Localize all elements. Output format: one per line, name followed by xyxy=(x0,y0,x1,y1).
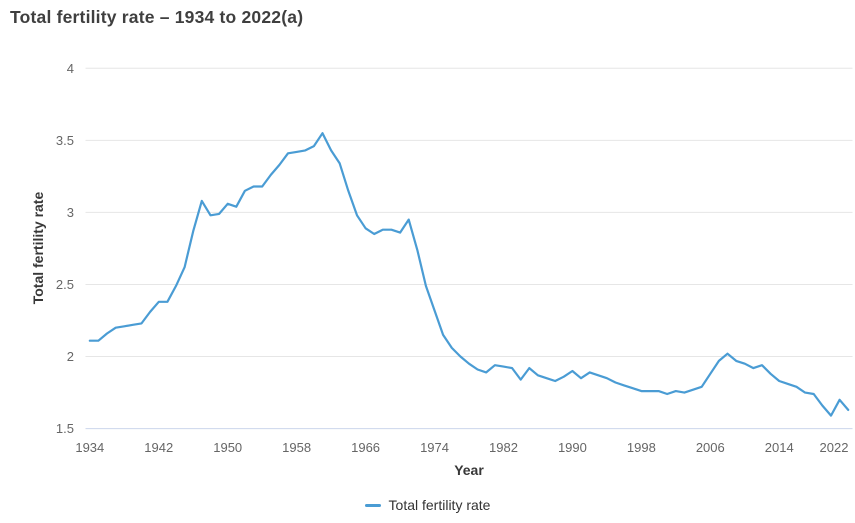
y-tick-label: 2.5 xyxy=(56,277,74,292)
x-tick-label: 1974 xyxy=(420,440,449,455)
x-tick-label: 2014 xyxy=(765,440,794,455)
x-tick-label: 1966 xyxy=(351,440,380,455)
series-line-total-fertility-rate xyxy=(88,132,850,417)
x-tick-label: 2022 xyxy=(820,440,849,455)
legend: Total fertility rate xyxy=(0,497,855,513)
legend-label: Total fertility rate xyxy=(388,497,491,513)
x-axis-title: Year xyxy=(454,462,484,478)
y-tick-label: 1.5 xyxy=(56,421,74,436)
x-tick-label: 1958 xyxy=(282,440,311,455)
legend-item-total-fertility-rate[interactable]: Total fertility rate xyxy=(364,497,491,513)
chart-title: Total fertility rate – 1934 to 2022(a) xyxy=(10,7,304,27)
y-tick-label: 4 xyxy=(67,61,74,76)
y-tick-label: 3 xyxy=(67,205,74,220)
x-tick-label: 1990 xyxy=(558,440,587,455)
x-tick-label: 2006 xyxy=(696,440,725,455)
y-tick-label: 3.5 xyxy=(56,133,74,148)
y-axis-title: Total fertility rate xyxy=(30,191,46,305)
y-tick-label: 2 xyxy=(67,349,74,364)
x-tick-label: 1998 xyxy=(627,440,656,455)
x-tick-label: 1982 xyxy=(489,440,518,455)
x-tick-label: 1942 xyxy=(144,440,173,455)
legend-line-icon xyxy=(364,503,381,507)
x-tick-label: 1934 xyxy=(75,440,104,455)
x-tick-label: 1950 xyxy=(213,440,242,455)
